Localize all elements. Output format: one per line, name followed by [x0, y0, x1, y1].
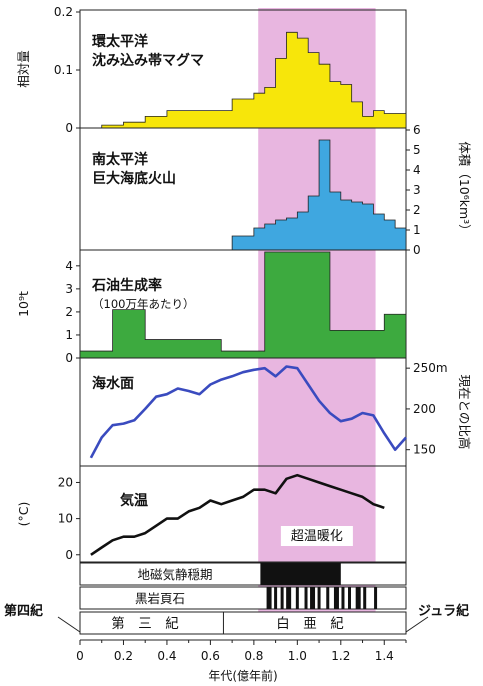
series-area — [231, 139, 407, 251]
y-axis-label: 相対量 — [16, 50, 31, 88]
black-shale-label: 黒岩頁石 — [135, 591, 185, 606]
black-shale-event — [341, 587, 345, 609]
panel-title: 環太平洋 — [92, 33, 148, 50]
x-tick-label: 0.6 — [201, 649, 220, 663]
black-shale-event — [317, 587, 321, 609]
black-shale-event — [274, 587, 278, 609]
magnetic-quiet-label: 地磁気静穏期 — [137, 567, 212, 582]
y-tick-label: 0 — [65, 548, 73, 562]
y-tick-label: 3 — [413, 183, 421, 197]
x-tick-label: 0.4 — [157, 649, 176, 663]
y-axis-label: (°C) — [16, 502, 31, 527]
black-shale-event — [280, 587, 284, 609]
y-axis-label: 現在との比高 — [457, 375, 472, 450]
panel-title: 巨大海底火山 — [92, 170, 176, 187]
geologic-period-row: 第 三 紀 白 亜 紀 第四紀 ジュラ紀 — [4, 603, 469, 635]
super-warming-label: 超温暖化 — [291, 529, 343, 544]
y-tick-label: 1 — [413, 223, 421, 237]
y-tick-label: 0.2 — [54, 5, 73, 19]
y-tick-label: 0.1 — [54, 63, 73, 77]
y-tick-label: 2 — [65, 305, 73, 319]
x-tick-label: 1.2 — [331, 649, 350, 663]
jurassic-label: ジュラ紀 — [418, 603, 469, 619]
series-line — [90, 473, 385, 556]
x-tick-label: 0 — [76, 649, 84, 663]
black-shale-event — [295, 587, 299, 609]
x-tick-label: 1.4 — [375, 649, 394, 663]
tertiary-label: 第 三 紀 — [111, 615, 179, 632]
y-tick-label: 5 — [413, 143, 421, 157]
y-tick-label: 250m — [413, 361, 448, 375]
panel-5: 0 10 20 (°C) 気温 — [16, 465, 407, 563]
black-shale-event — [374, 587, 378, 609]
panel-3: 0 1 2 3 4 10⁹t 石油生成率 （100万年あたり） — [16, 249, 407, 365]
y-tick-label: 2 — [413, 203, 421, 217]
panel-subtitle: （100万年あたり） — [92, 297, 194, 311]
magnetic-quiet-row: 地磁気静穏期 — [79, 562, 407, 586]
black-shale-row: 黒岩頁石 — [79, 586, 407, 610]
magnetic-quiet-bar — [260, 563, 341, 585]
y-tick-label: 20 — [58, 475, 73, 489]
panel-title: 気温 — [120, 492, 148, 509]
super-warming-label-bg — [280, 526, 353, 546]
series-area — [101, 31, 407, 129]
y-tick-label: 10 — [58, 512, 73, 526]
y-tick-label: 200 — [413, 402, 436, 416]
panel-title: 南太平洋 — [92, 151, 148, 168]
black-shale-event — [347, 587, 351, 609]
y-tick-label: 6 — [413, 123, 421, 137]
x-axis: 0 0.2 0.4 0.6 0.8 1.0 1.2 1.4 年代(億年前) — [76, 639, 407, 683]
black-shale-event — [266, 587, 272, 609]
series-line — [89, 365, 407, 459]
quaternary-label: 第四紀 — [4, 603, 43, 619]
panel-4: 150 200 250m 現在との比高 海水面 — [79, 357, 472, 467]
black-shale-event — [286, 587, 292, 609]
y-axis-label: 10⁹t — [16, 291, 31, 317]
black-shale-event — [363, 587, 367, 609]
black-shale-event — [310, 587, 316, 609]
x-tick-label: 0.2 — [114, 649, 133, 663]
y-tick-label: 0 — [413, 243, 421, 257]
cretaceous-label: 白 亜 紀 — [276, 616, 344, 632]
x-tick-label: 1.0 — [288, 649, 307, 663]
black-shale-event — [333, 587, 339, 609]
black-shale-event — [355, 587, 361, 609]
panel-title: 沈み込み帯マグマ — [92, 52, 204, 69]
black-shale-event — [326, 587, 330, 609]
panel-title: 石油生成率 — [91, 277, 162, 294]
panel-title: 海水面 — [92, 375, 134, 392]
y-tick-label: 4 — [65, 259, 73, 273]
panel-frame — [79, 465, 407, 563]
y-tick-label: 1 — [65, 328, 73, 342]
y-tick-label: 0 — [65, 121, 73, 135]
x-axis-label: 年代(億年前) — [208, 668, 277, 683]
x-tick-label: 0.8 — [244, 649, 263, 663]
y-axis-label: 体積（10⁶km³） — [457, 141, 472, 236]
y-tick-label: 0 — [65, 351, 73, 365]
y-tick-label: 150 — [413, 443, 436, 457]
black-shale-event — [304, 587, 308, 609]
y-tick-label: 3 — [65, 282, 73, 296]
y-tick-label: 4 — [413, 163, 421, 177]
series-area — [79, 251, 407, 359]
